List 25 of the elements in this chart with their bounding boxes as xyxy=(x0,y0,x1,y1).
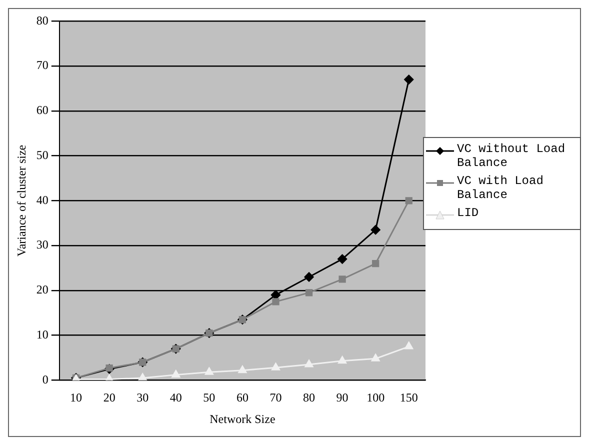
y-tick-label: 80 xyxy=(36,13,48,28)
x-axis-title: Network Size xyxy=(210,412,276,426)
x-tick-label: 50 xyxy=(203,390,216,405)
x-tick-label: 70 xyxy=(270,390,282,405)
x-tick-label: 40 xyxy=(170,390,182,405)
legend-label: VC with Load Balance xyxy=(457,174,544,202)
y-tick-label: 50 xyxy=(36,148,48,162)
y-tick-label: 30 xyxy=(36,238,48,252)
legend-label: LID xyxy=(457,206,479,220)
y-tick-label: 10 xyxy=(36,327,48,342)
x-tick-label: 10 xyxy=(70,390,82,405)
y-tick-label: 60 xyxy=(36,103,48,118)
legend-label: VC without Load Balance xyxy=(457,142,566,170)
x-tick-label: 150 xyxy=(400,390,418,405)
y-tick-label: 0 xyxy=(42,372,48,386)
x-tick-label: 90 xyxy=(336,390,348,405)
x-tick-label: 60 xyxy=(236,390,248,405)
y-tick-label: 20 xyxy=(36,282,48,297)
y-tick-label: 40 xyxy=(36,192,48,207)
y-axis-title: Variance of cluster size xyxy=(14,144,28,257)
y-tick-label: 70 xyxy=(36,58,48,72)
x-tick-label: 20 xyxy=(103,390,116,405)
x-tick-label: 100 xyxy=(366,390,385,405)
x-tick-label: 30 xyxy=(136,390,149,405)
x-tick-label: 80 xyxy=(303,390,316,405)
